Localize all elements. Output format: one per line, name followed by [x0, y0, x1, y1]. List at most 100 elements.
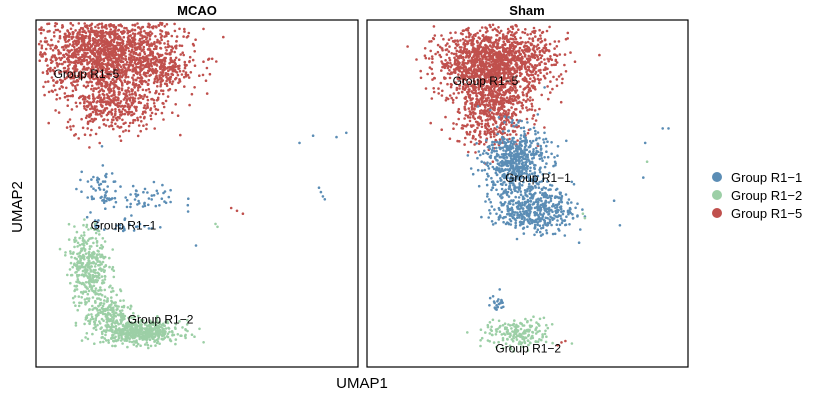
data-point — [129, 205, 132, 209]
data-point — [69, 250, 72, 253]
data-point — [160, 73, 163, 76]
data-point — [472, 55, 475, 58]
data-point — [457, 60, 460, 64]
data-point — [55, 61, 59, 65]
data-point — [489, 44, 492, 48]
data-point — [101, 260, 105, 264]
panel-frame-mcao — [35, 19, 359, 368]
data-point — [181, 326, 184, 329]
data-point — [499, 46, 502, 49]
data-point — [128, 68, 132, 72]
data-point — [539, 56, 543, 60]
data-point — [83, 248, 87, 251]
data-point — [139, 101, 143, 105]
data-point — [507, 73, 510, 77]
data-point — [74, 236, 77, 240]
data-point — [138, 335, 142, 339]
data-point — [102, 340, 105, 344]
data-point — [64, 37, 67, 41]
data-point — [466, 62, 469, 65]
data-point — [142, 64, 145, 67]
data-point — [447, 64, 450, 68]
data-point — [96, 55, 99, 59]
data-point — [165, 79, 168, 83]
data-point — [90, 58, 93, 62]
data-point — [65, 126, 69, 129]
data-point — [531, 37, 535, 40]
data-point — [98, 112, 102, 116]
data-point — [485, 55, 488, 59]
data-point — [148, 90, 152, 94]
data-point — [65, 76, 68, 80]
data-point — [157, 24, 161, 27]
data-point — [90, 117, 94, 121]
data-point — [487, 76, 490, 79]
data-point — [142, 45, 146, 49]
data-point — [156, 192, 159, 195]
data-point — [532, 26, 536, 30]
data-point — [82, 273, 86, 277]
data-point — [51, 60, 54, 63]
data-point — [155, 45, 158, 48]
data-point — [99, 30, 102, 33]
data-point — [109, 28, 113, 31]
data-point — [450, 71, 453, 74]
data-point — [111, 248, 114, 251]
data-point — [110, 24, 114, 27]
data-point — [474, 34, 477, 37]
data-point — [93, 219, 97, 222]
data-point — [65, 45, 68, 48]
data-point — [125, 333, 128, 337]
data-point — [54, 44, 58, 48]
data-point — [467, 68, 470, 71]
data-point — [80, 296, 83, 299]
data-point — [102, 188, 106, 191]
data-point — [463, 74, 467, 77]
data-point — [143, 58, 146, 62]
data-point — [521, 93, 525, 97]
data-point — [528, 99, 532, 102]
data-point — [162, 337, 165, 341]
data-point — [67, 67, 70, 70]
data-point — [507, 60, 511, 64]
data-point — [103, 47, 106, 51]
data-point — [135, 189, 138, 193]
data-point — [548, 42, 552, 46]
data-point — [456, 39, 459, 42]
data-point — [462, 66, 466, 69]
data-point — [174, 63, 177, 66]
data-point — [114, 324, 118, 328]
data-point — [71, 265, 74, 269]
data-point — [77, 137, 80, 140]
data-point — [81, 98, 85, 101]
data-point — [187, 76, 191, 79]
data-point — [520, 62, 524, 65]
data-point — [110, 121, 114, 124]
data-point — [54, 109, 57, 112]
data-point — [106, 319, 109, 323]
data-point — [103, 295, 107, 299]
data-point — [118, 41, 122, 45]
data-point — [133, 91, 137, 94]
data-point — [121, 74, 125, 77]
data-point — [105, 315, 108, 319]
data-point — [146, 60, 150, 63]
data-point — [419, 76, 423, 80]
data-point — [537, 46, 541, 50]
data-point — [87, 299, 91, 303]
data-point — [99, 340, 102, 344]
data-point — [89, 318, 93, 321]
data-point — [156, 333, 159, 337]
data-point — [108, 265, 111, 269]
data-point — [71, 252, 75, 255]
data-point — [154, 67, 158, 71]
data-point — [110, 38, 114, 42]
data-point — [132, 311, 135, 315]
data-point — [102, 109, 105, 112]
data-point — [112, 83, 116, 86]
data-point — [80, 190, 83, 193]
data-point — [166, 43, 170, 46]
data-point — [133, 118, 137, 122]
data-point — [133, 23, 137, 27]
data-point — [432, 25, 436, 28]
